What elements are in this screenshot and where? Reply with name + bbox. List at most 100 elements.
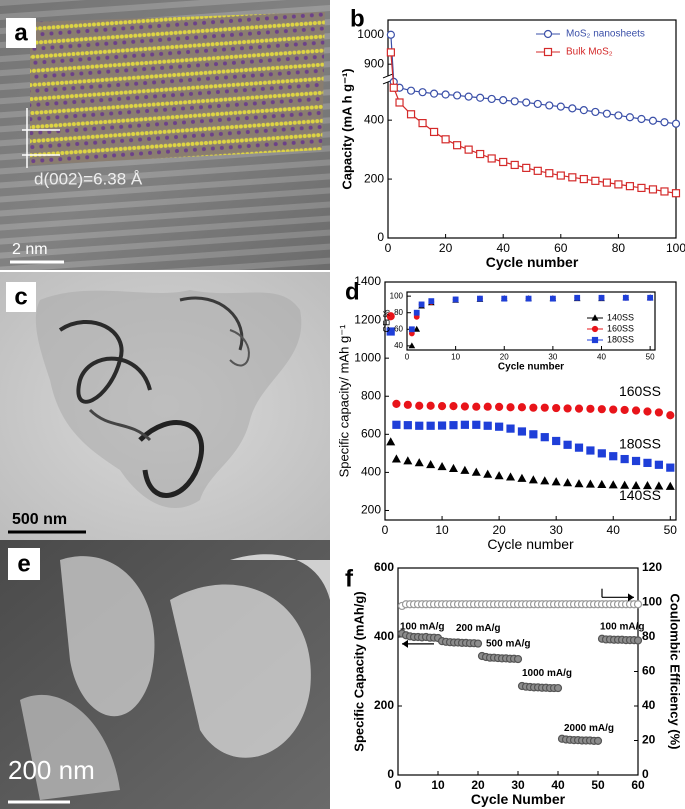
legend-marker [543, 47, 553, 57]
marker [495, 422, 504, 431]
marker [528, 475, 538, 484]
marker [391, 454, 401, 463]
marker [522, 163, 531, 172]
marker [671, 119, 681, 128]
marker [631, 456, 641, 466]
marker [453, 141, 462, 150]
y-tick-label: 100 [390, 291, 404, 300]
marker [540, 476, 550, 485]
x-tick-label: 10 [431, 778, 445, 792]
marker [513, 654, 523, 664]
marker [522, 98, 531, 107]
marker [568, 104, 577, 113]
marker [631, 480, 641, 490]
x-tick-label: 80 [612, 241, 626, 255]
y-tick-label: 200 [374, 698, 394, 712]
marker [483, 421, 492, 430]
y-tick-label: 80 [394, 308, 403, 317]
marker [625, 113, 635, 122]
marker [654, 481, 664, 490]
micrograph-e: e 200 nm [0, 540, 330, 809]
y-tick-label: 900 [364, 56, 384, 70]
y-tick-label: 1000 [357, 27, 384, 41]
marker [386, 48, 395, 57]
marker [499, 96, 508, 105]
marker [609, 405, 618, 414]
annotation: 2000 mA/g [564, 723, 614, 734]
legend-marker [591, 336, 599, 344]
marker [563, 404, 572, 413]
marker [449, 421, 458, 430]
x-axis-label: Cycle number [486, 254, 579, 270]
marker [666, 411, 675, 420]
marker [418, 301, 425, 308]
marker [501, 295, 508, 302]
marker [525, 295, 532, 302]
micrograph-a: a d(002)=6.38 Å 2 nm [0, 0, 330, 270]
marker [568, 173, 577, 182]
marker [585, 479, 595, 488]
y2-tick-label: 80 [642, 629, 656, 643]
y-axis-label: Capacity (mA h g⁻¹) [339, 68, 354, 189]
marker [637, 183, 646, 193]
marker [460, 420, 469, 429]
marker [586, 404, 595, 413]
legend-label: 140SS [607, 312, 634, 322]
marker [414, 458, 424, 467]
marker [418, 119, 427, 128]
marker [574, 479, 584, 488]
marker [602, 109, 611, 118]
marker [563, 440, 572, 449]
marker [648, 116, 658, 125]
legend-marker [543, 29, 553, 39]
marker [386, 30, 395, 39]
marker [413, 325, 421, 332]
marker [553, 683, 563, 693]
marker [415, 421, 424, 430]
marker [608, 480, 618, 489]
marker [647, 294, 654, 301]
y2-tick-label: 120 [642, 560, 662, 574]
marker [654, 408, 663, 417]
marker [643, 407, 652, 416]
marker [574, 294, 581, 301]
marker [477, 295, 483, 302]
marker [597, 449, 606, 458]
marker [591, 176, 600, 185]
marker [448, 463, 458, 472]
marker [660, 118, 669, 127]
legend-marker [591, 314, 599, 321]
x-tick-label: 60 [554, 241, 568, 255]
scale-bar-label: 500 nm [12, 511, 67, 528]
x-tick-label: 10 [435, 523, 449, 537]
x-tick-label: 40 [607, 523, 621, 537]
marker [620, 405, 629, 415]
marker [403, 456, 413, 465]
marker [642, 480, 652, 490]
marker [529, 430, 538, 439]
marker [625, 182, 635, 191]
y-tick-label: 1400 [354, 274, 381, 288]
y-tick-label: 1200 [354, 312, 381, 326]
y-tick-label: 600 [374, 560, 394, 574]
marker [540, 403, 549, 412]
marker [598, 294, 605, 301]
panel-label: d [345, 278, 360, 305]
x-tick-label: 20 [439, 241, 453, 255]
series-label: 180SS [619, 435, 661, 451]
legend-label: 160SS [607, 323, 634, 333]
marker [453, 91, 462, 100]
marker [660, 187, 669, 196]
marker [441, 90, 450, 99]
x-tick-label: 50 [664, 523, 678, 537]
y-tick-label: 0 [377, 230, 384, 244]
marker [426, 460, 436, 469]
marker [648, 185, 658, 194]
series-label: 160SS [619, 383, 661, 399]
marker [597, 479, 607, 488]
marker [666, 463, 675, 472]
y-tick-label: 0 [387, 767, 394, 781]
x-axis-label: Cycle Number [471, 791, 566, 807]
marker [386, 312, 395, 321]
x-tick-label: 50 [646, 352, 655, 361]
